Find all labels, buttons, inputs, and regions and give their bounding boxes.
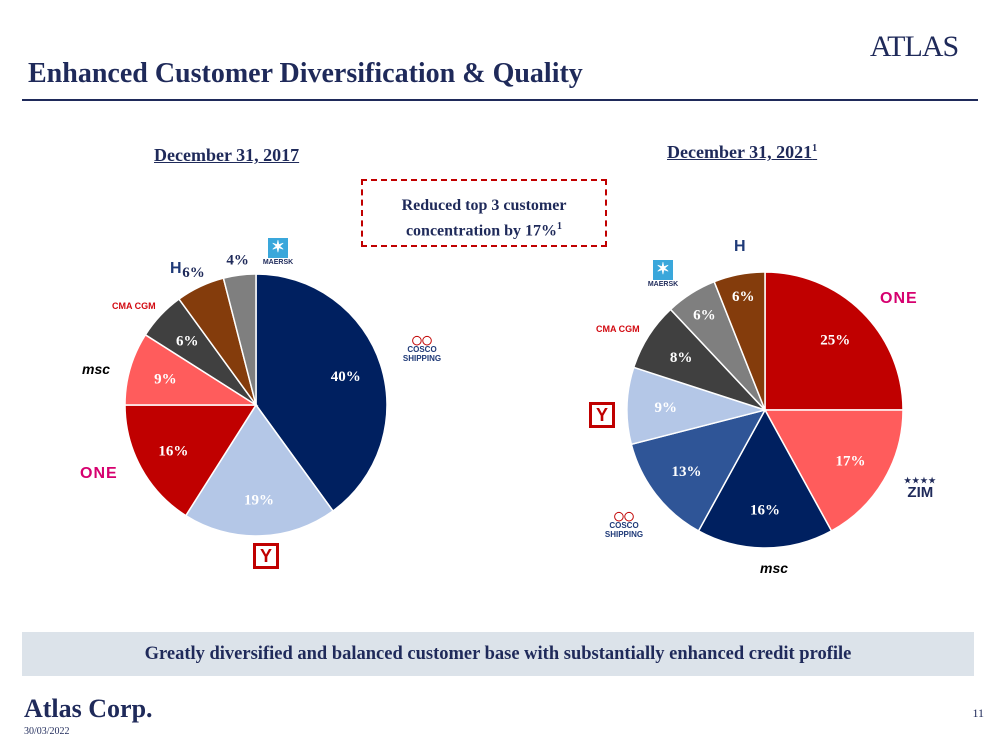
pie-slice-label-cma: 6% xyxy=(176,333,199,349)
pie-slice-label-one: 25% xyxy=(820,333,850,349)
zim-logo-text: ZIM xyxy=(907,484,934,501)
title-divider xyxy=(22,99,978,101)
pie-slice-msc xyxy=(697,408,833,549)
footer-company: Atlas Corp. xyxy=(24,694,153,723)
chart-2021-title-footnote: 1 xyxy=(812,143,818,154)
cosco-ring-icon: ◯◯ xyxy=(411,335,433,345)
page-title: Enhanced Customer Diversification & Qual… xyxy=(28,58,583,89)
callout-line-2: concentration by 17%1 xyxy=(363,216,605,241)
callout-footnote: 1 xyxy=(557,221,563,232)
cosco-logo-text: COSCO SHIPPING xyxy=(402,345,442,363)
pie-slice-one xyxy=(124,404,258,517)
ym-logo-2017: Y xyxy=(253,543,279,569)
callout-line-2-text: concentration by 17% xyxy=(405,222,558,240)
one-logo-2021: ONE xyxy=(880,290,918,307)
chart-2021-title-text: December 31, 2021 xyxy=(667,142,813,162)
pie-slice-label-maersk: 6% xyxy=(693,307,716,323)
callout-box: Reduced top 3 customer concentration by … xyxy=(361,179,607,247)
pie-slice-cosco xyxy=(255,273,388,513)
zim-stars-icon: ★★★★ xyxy=(904,476,937,485)
pie-slice-label-hapag: 6% xyxy=(732,289,755,305)
footer-date: 30/03/2022 xyxy=(24,726,70,737)
pie-slice-ym xyxy=(184,403,335,537)
pie-chart-2017: 40% 19% 16% 9% 6% 6% 4% xyxy=(124,252,388,537)
pie-slice-label-msc: 16% xyxy=(750,502,780,518)
msc-logo-2021: msc xyxy=(760,560,789,576)
maersk-logo-text: MAERSK xyxy=(647,281,679,288)
atlas-logo: ATLAS xyxy=(870,30,959,63)
pie-slice-label-msc: 9% xyxy=(154,372,177,388)
pie-slice-label-cma: 8% xyxy=(670,350,693,366)
chart-2017-title-text: December 31, 2017 xyxy=(154,145,300,165)
maersk-star-icon: ✶ xyxy=(653,260,673,280)
chart-2021-title: December 31, 20211 xyxy=(667,142,817,163)
chart-2017-title: December 31, 2017 xyxy=(154,145,299,166)
pie-slice-maersk xyxy=(222,273,257,406)
msc-logo-2017: msc xyxy=(82,361,111,377)
summary-banner: Greatly diversified and balanced custome… xyxy=(22,632,974,676)
pie-slice-label-one: 16% xyxy=(158,443,188,459)
pie-slice-hapag xyxy=(713,271,766,411)
cma-logo-2017: CMA CGM xyxy=(112,301,156,311)
pie-slice-cosco xyxy=(630,408,767,532)
page-number: 11 xyxy=(972,706,984,720)
atlas-logo-text: ATLAS xyxy=(870,30,958,63)
ym-logo-2021: Y xyxy=(589,402,615,428)
cosco-logo-text: COSCO SHIPPING xyxy=(604,521,644,539)
pie-slice-label-maersk: 4% xyxy=(226,252,249,268)
pie-slice-label-ym: 9% xyxy=(654,400,677,416)
pie-slice-label-cosco: 13% xyxy=(671,464,701,480)
pie-slice-one xyxy=(764,271,904,411)
pie-slice-label-hapag: 6% xyxy=(182,265,205,281)
maersk-star-icon: ✶ xyxy=(268,238,288,258)
hapag-logo-2017: H xyxy=(170,260,181,277)
callout-line-1: Reduced top 3 customer xyxy=(401,197,567,214)
pie-slice-label-zim: 17% xyxy=(836,454,866,470)
cma-logo-2021: CMA CGM xyxy=(596,324,640,334)
pie-slice-zim xyxy=(763,409,904,532)
cosco-logo-2017: ◯◯ COSCO SHIPPING xyxy=(398,335,446,364)
zim-logo-2021: ★★★★ ZIM xyxy=(904,475,937,501)
hapag-logo-2021: H xyxy=(734,238,745,255)
maersk-logo-2021: ✶ MAERSK xyxy=(643,260,683,288)
maersk-logo-text: MAERSK xyxy=(262,259,294,266)
cosco-logo-2021: ◯◯ COSCO SHIPPING xyxy=(600,511,648,540)
pie-chart-2021: 25% 17% 16% 13% 9% 8% 6% 6% xyxy=(626,271,904,549)
maersk-logo-2017: ✶ MAERSK xyxy=(258,238,298,266)
pie-slice-label-cosco: 40% xyxy=(331,369,361,385)
pie-slice-label-ym: 19% xyxy=(244,492,274,508)
cosco-ring-icon: ◯◯ xyxy=(613,511,635,521)
one-logo-2017: ONE xyxy=(80,465,118,482)
